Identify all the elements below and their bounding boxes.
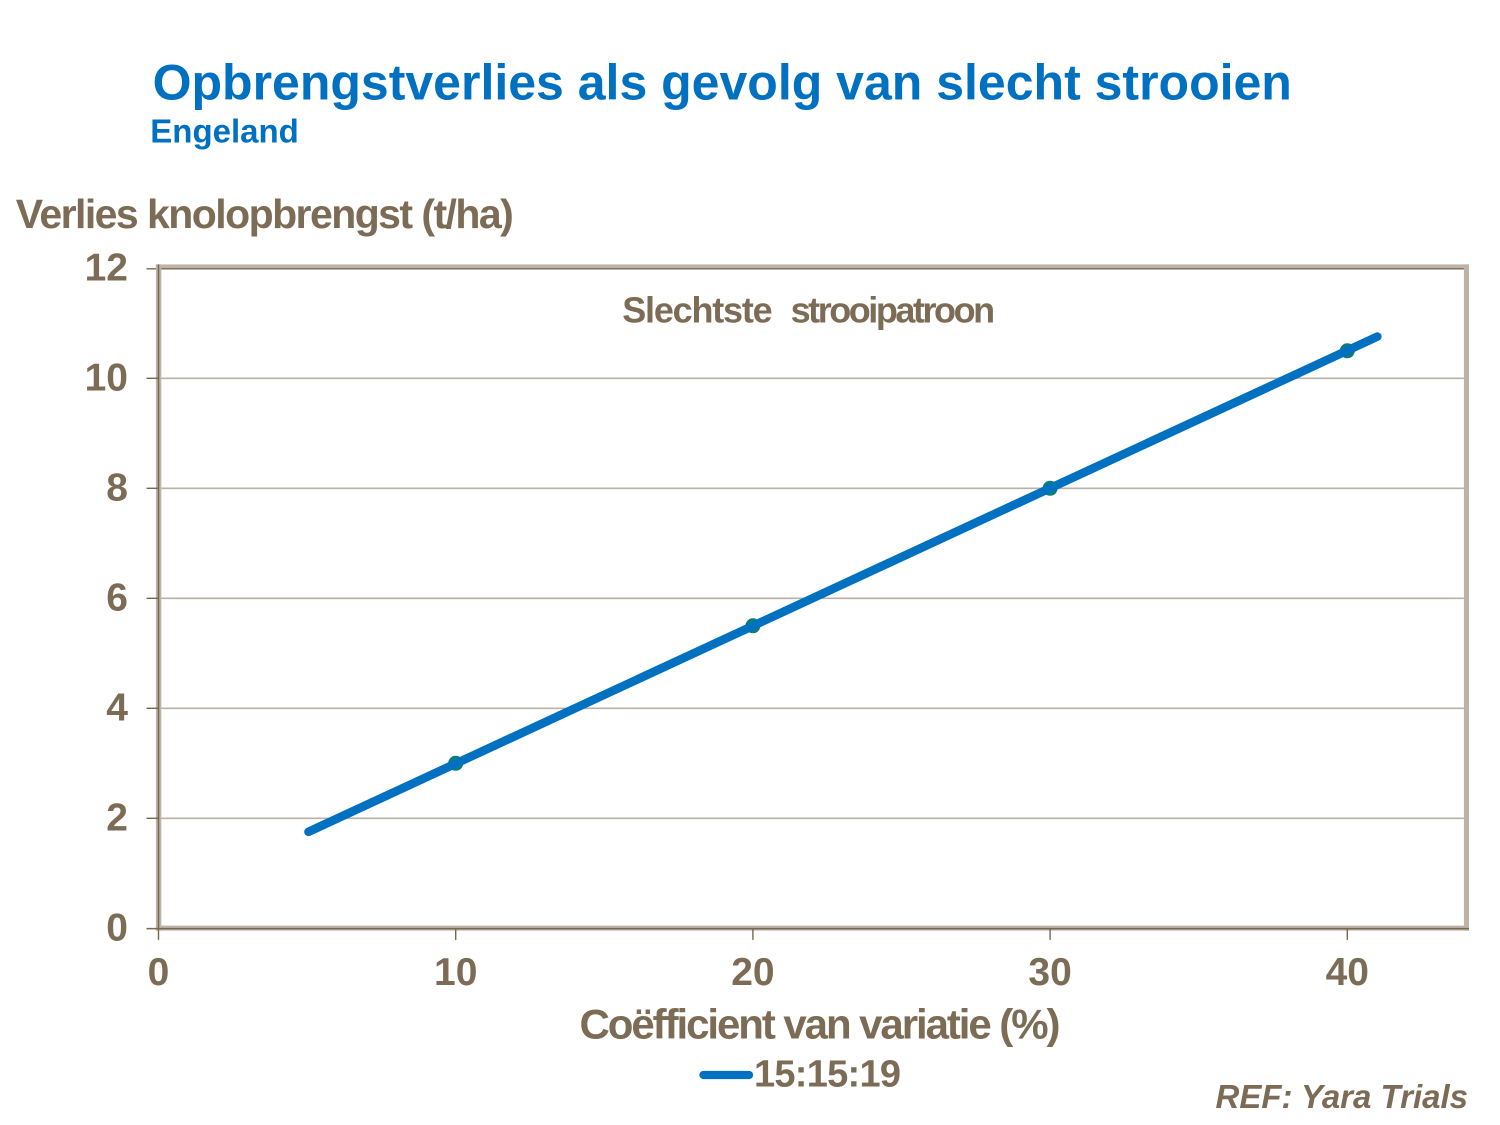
svg-text:10: 10 <box>434 951 477 994</box>
svg-text:8: 8 <box>106 466 128 509</box>
svg-text:2: 2 <box>106 796 128 839</box>
svg-text:15:15:19: 15:15:19 <box>754 1054 901 1096</box>
svg-text:strooipatroon: strooipatroon <box>791 289 996 330</box>
svg-text:12: 12 <box>85 246 128 289</box>
svg-text:6: 6 <box>106 576 128 619</box>
svg-text:4: 4 <box>106 686 128 729</box>
svg-text:Coëfficient van variatie (%): Coëfficient van variatie (%) <box>580 1001 1061 1048</box>
svg-text:10: 10 <box>85 356 128 399</box>
svg-text:0: 0 <box>106 906 128 949</box>
svg-text:Slechtste: Slechtste <box>622 289 773 330</box>
svg-text:30: 30 <box>1028 951 1071 994</box>
svg-text:20: 20 <box>731 951 774 994</box>
svg-text:0: 0 <box>148 951 170 994</box>
svg-text:Engeland: Engeland <box>150 112 299 149</box>
svg-text:Verlies knolopbrengst (t/ha): Verlies knolopbrengst (t/ha) <box>16 191 514 237</box>
svg-text:REF: Yara Trials: REF: Yara Trials <box>1215 1078 1468 1115</box>
svg-text:Opbrengstverlies als gevolg va: Opbrengstverlies als gevolg van slecht s… <box>153 54 1292 110</box>
svg-text:40: 40 <box>1326 951 1369 994</box>
